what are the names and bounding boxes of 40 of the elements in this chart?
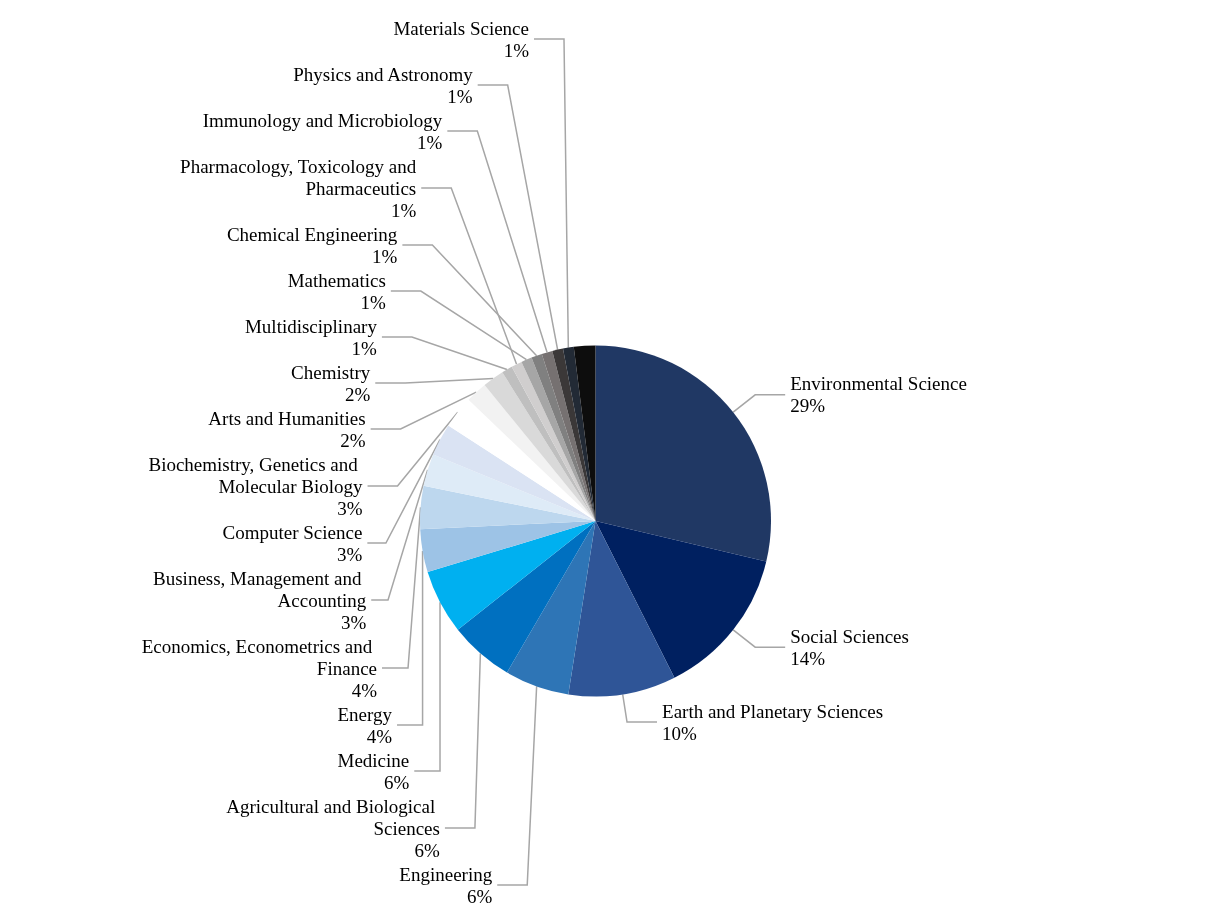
data-label: 1% (447, 85, 473, 107)
data-label: 6% (414, 839, 441, 861)
data-label: 4% (351, 679, 378, 701)
slice-label: Chemical Engineering (226, 223, 398, 245)
data-label: 10% (662, 722, 698, 744)
data-label: 1% (503, 39, 530, 61)
data-label: 1% (372, 245, 398, 267)
slice-label: Immunology and Microbiology (202, 109, 443, 131)
data-label: 3% (337, 497, 363, 519)
slice-label: Mathematics (287, 269, 386, 291)
data-label: 14% (790, 647, 826, 669)
slice-label: Medicine (337, 749, 410, 771)
slice-label: Agricultural and Biological Sciences (226, 795, 440, 839)
slice-label: Environmental Science (790, 373, 967, 395)
data-label: 1% (351, 337, 378, 359)
slice-label: Engineering (399, 863, 493, 885)
data-label: 4% (366, 725, 393, 747)
data-label: 3% (340, 611, 367, 633)
data-label: 2% (344, 383, 371, 405)
slice-label: Earth and Planetary Sciences (662, 700, 884, 722)
slice-label: Computer Science (222, 521, 363, 543)
data-label: 1% (417, 131, 443, 153)
data-label: 2% (340, 429, 366, 451)
slice-label: Business, Management and Accounting (153, 567, 367, 611)
slice-label: Chemistry (291, 361, 371, 383)
data-label: 1% (360, 291, 386, 313)
data-label: 29% (790, 395, 826, 417)
slice-label: Energy (337, 703, 393, 725)
data-label: 6% (466, 885, 493, 907)
data-label: 6% (383, 771, 410, 793)
data-label: 1% (390, 199, 417, 221)
slice-label: Pharmacology, Toxicology and Pharmaceutics (180, 155, 417, 199)
slice-label: Social Sciences (790, 625, 909, 647)
slice-label: Physics and Astronomy (293, 63, 474, 85)
slice-label: Multidisciplinary (244, 315, 378, 337)
slice-label: Biochemistry, Genetics and Molecular Biology (148, 453, 364, 497)
slice-label: Economics, Econometrics and Finance (141, 635, 378, 679)
slice-label: Arts and Humanities (208, 407, 366, 429)
slice-label: Materials Science (393, 17, 529, 39)
data-label: 3% (337, 543, 363, 565)
